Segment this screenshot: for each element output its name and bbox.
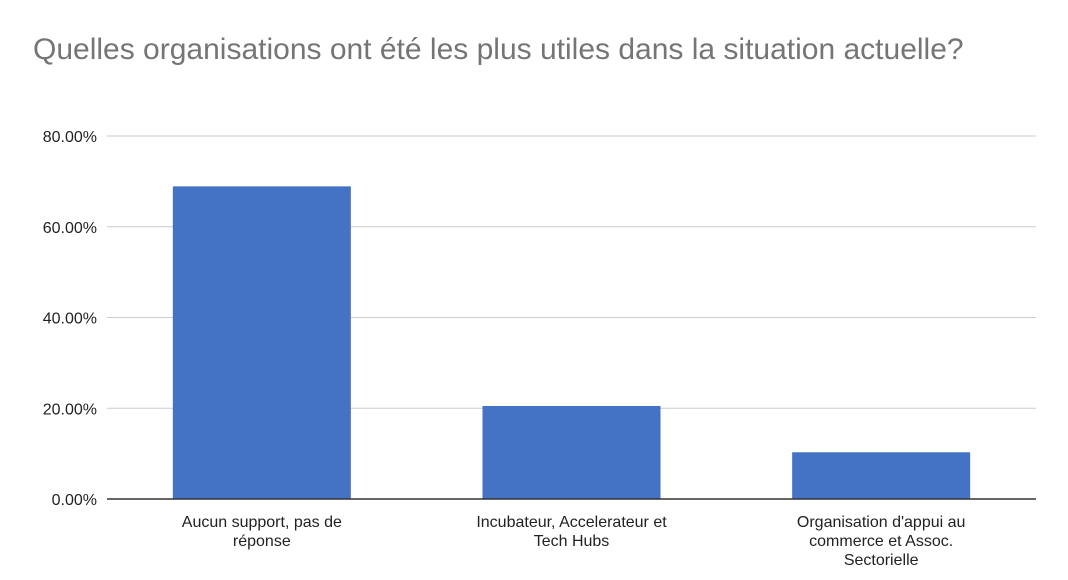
y-tick-label: 80.00%: [43, 129, 97, 146]
y-tick-label: 20.00%: [43, 401, 97, 418]
x-tick-label-line: Sectorielle: [844, 552, 919, 569]
bar: [172, 186, 351, 499]
x-tick-label: Organisation d'appui au commerce et Assoc…: [797, 514, 966, 569]
y-tick-label: 40.00%: [43, 311, 97, 328]
bar: [482, 405, 661, 499]
x-tick-label: Incubateur, Accelerateur et Tech Hubs: [476, 514, 667, 550]
y-tick-label: 60.00%: [43, 220, 97, 237]
x-tick-label-line: réponse: [233, 533, 291, 550]
x-tick-label-line: commerce et Assoc.: [809, 533, 953, 550]
x-tick-label-line: Organisation d'appui au: [797, 514, 966, 531]
chart-title: Quelles organisations ont été les plus u…: [33, 33, 964, 66]
x-tick-label: Aucun support, pas de réponse: [182, 514, 342, 550]
x-tick-label-line: Incubateur, Accelerateur et: [476, 514, 667, 531]
x-tick-label-line: Aucun support, pas de: [182, 514, 342, 531]
x-tick-label-line: Tech Hubs: [534, 533, 610, 550]
y-tick-label: 0.00%: [52, 492, 97, 509]
bar: [792, 452, 971, 499]
